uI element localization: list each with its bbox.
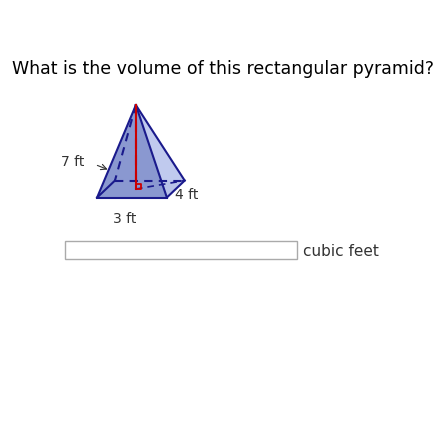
Text: cubic feet: cubic feet [303, 243, 379, 258]
Bar [65, 242, 297, 260]
Text: What is the volume of this rectangular pyramid?: What is the volume of this rectangular p… [13, 60, 434, 78]
Polygon shape [97, 106, 167, 198]
Polygon shape [97, 106, 136, 198]
Text: 7 ft: 7 ft [61, 155, 84, 169]
Polygon shape [97, 181, 185, 198]
Text: 4 ft: 4 ft [175, 187, 198, 201]
Polygon shape [115, 106, 185, 181]
Text: 3 ft: 3 ft [112, 211, 136, 225]
Polygon shape [136, 106, 185, 198]
